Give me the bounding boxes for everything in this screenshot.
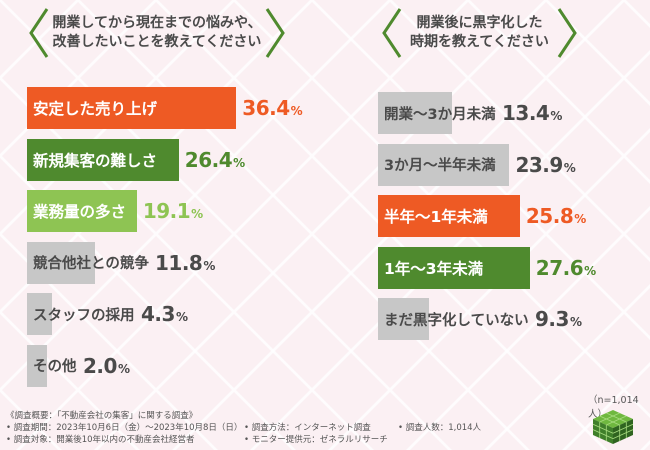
left-chart-title: 開業してから現在までの悩みや、 改善したいことを教えてください [25, 7, 289, 59]
right-title-line1: 開業後に黒字化した [416, 15, 543, 32]
bar-value-label: 23.9% [515, 152, 576, 177]
survey-footnotes: 《調査概要：「不動産会社の集客」に関する調査》 • 調査期間：2023年10月6… [6, 410, 566, 446]
footnote-target: • 調査対象：開業後10年以内の不動産会社経営者 [6, 435, 195, 445]
bar-value-label: 36.4% [242, 96, 303, 120]
bar-value-label: 19.1% [142, 199, 203, 223]
bar-value-label: 13.4% [502, 101, 562, 125]
bar-5: スタッフの採用 [27, 293, 135, 335]
right-bracket-icon [263, 7, 289, 59]
left-title-line1: 開業してから現在までの悩みや、 [52, 15, 262, 32]
bar-label: 開業〜3か月未満 [384, 106, 496, 123]
bar-label: 競合他社との競争 [33, 256, 149, 272]
footnote-method: • 調査方法：インターネット調査 [244, 423, 371, 433]
left-bracket-icon [25, 7, 51, 59]
bar-label: 安定した売り上げ [33, 100, 158, 118]
bar-label: 半年〜1年未満 [384, 208, 488, 226]
right-chart-title: 開業後に黒字化した 時期を教えてください [378, 7, 581, 59]
bar-3: 業務量の多さ [27, 190, 137, 232]
bar-value-label: 27.6% [535, 255, 596, 280]
footnote-provider: • モニター提供元：ゼネラルリサーチ [244, 435, 388, 445]
logo-cube-icon [592, 410, 634, 444]
right-bracket-icon [555, 7, 581, 59]
bar-label: 新規集客の難しさ [33, 151, 158, 170]
bar-label: 1年〜3年未満 [384, 259, 484, 278]
footnote-count: • 調査人数：1,014人 [398, 423, 482, 433]
bar-4: 1年〜3年未満 [378, 246, 530, 289]
bar-value-label: 25.8% [525, 204, 586, 228]
bar-2: 3か月〜半年未満 [378, 143, 510, 186]
bar-label: スタッフの採用 [33, 307, 135, 324]
bar-6: その他 [27, 344, 77, 387]
left-title-line2: 改善したいことを教えてください [52, 34, 262, 50]
right-title-line2: 時期を教えてください [410, 34, 549, 50]
footnote-period: • 調査期間：2023年10月6日（金）〜2023年10月8日（日） [6, 423, 243, 433]
bar-label: その他 [33, 359, 77, 375]
bar-label: 業務量の多さ [33, 203, 127, 221]
bar-3: 半年〜1年未満 [378, 195, 520, 237]
bar-value-label: 11.8% [155, 250, 215, 275]
bar-1: 安定した売り上げ [27, 87, 237, 129]
bar-label: 3か月〜半年未満 [384, 158, 496, 174]
left-bracket-icon [378, 7, 404, 59]
bar-value-label: 9.3% [535, 307, 582, 331]
bar-5: まだ黒字化していない [378, 298, 529, 340]
bar-1: 開業〜3か月未満 [378, 92, 496, 134]
bar-4: 競合他社との競争 [27, 241, 149, 284]
footnote-overview: 《調査概要：「不動産会社の集客」に関する調査》 [6, 411, 198, 421]
bar-value-label: 4.3% [141, 302, 188, 326]
bar-value-label: 26.4% [184, 147, 245, 172]
sample-size: （n=1,014人） [588, 395, 639, 420]
bar-label: まだ黒字化していない [384, 312, 529, 329]
bar-2: 新規集客の難しさ [27, 138, 179, 181]
bar-value-label: 2.0% [83, 353, 130, 378]
